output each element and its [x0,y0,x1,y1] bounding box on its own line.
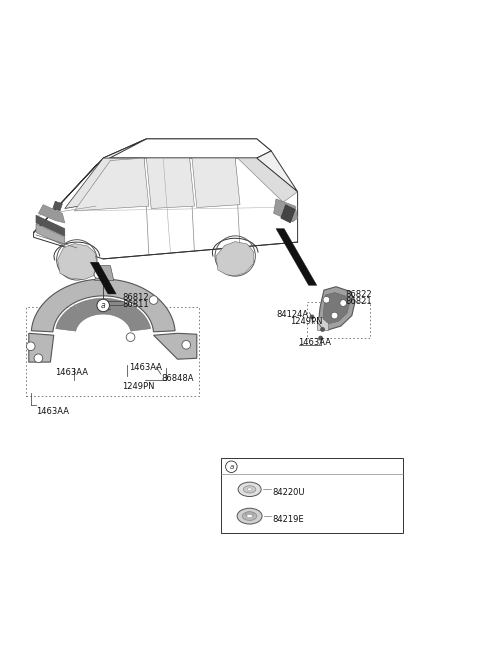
Circle shape [182,340,191,349]
Circle shape [320,327,325,332]
Polygon shape [34,158,298,259]
Ellipse shape [238,482,261,497]
Text: 1249PN: 1249PN [290,317,323,326]
Polygon shape [154,333,197,359]
Text: a: a [229,464,233,470]
Text: 86812: 86812 [122,293,149,302]
Polygon shape [103,139,271,158]
Circle shape [318,336,323,340]
Circle shape [331,312,338,319]
Polygon shape [103,139,271,158]
Polygon shape [56,298,151,331]
Text: 1463AA: 1463AA [129,363,162,373]
Polygon shape [95,265,114,281]
Polygon shape [36,215,65,237]
Polygon shape [58,244,97,279]
Polygon shape [274,199,298,222]
Text: 1463AA: 1463AA [299,338,332,348]
Ellipse shape [237,509,262,524]
Circle shape [97,299,109,311]
Text: 86848A: 86848A [162,374,194,383]
Text: 1463AA: 1463AA [36,407,69,416]
Ellipse shape [247,514,252,518]
Text: 1249PN: 1249PN [122,382,155,391]
Circle shape [340,300,347,306]
Text: 84219E: 84219E [273,514,304,524]
Polygon shape [53,201,62,211]
Circle shape [26,342,35,351]
Ellipse shape [245,511,254,517]
Polygon shape [36,224,65,246]
Polygon shape [146,158,194,208]
Text: 84124A: 84124A [276,309,308,319]
Polygon shape [317,317,328,330]
Circle shape [226,461,237,472]
Bar [221,458,403,533]
Polygon shape [192,158,240,208]
Polygon shape [257,151,298,192]
Text: 86811: 86811 [122,300,149,309]
Polygon shape [29,333,54,362]
Polygon shape [65,158,144,208]
Ellipse shape [247,488,252,491]
Circle shape [310,315,314,319]
Polygon shape [38,205,65,223]
Polygon shape [216,242,253,276]
Text: 1463AA: 1463AA [55,368,88,377]
Polygon shape [238,158,298,202]
Text: 84220U: 84220U [273,488,305,497]
Circle shape [34,354,43,363]
Ellipse shape [243,486,256,493]
Polygon shape [90,262,116,294]
Circle shape [94,270,103,279]
Text: a: a [101,301,106,310]
Polygon shape [323,292,349,324]
Text: 86822: 86822 [346,290,372,300]
Polygon shape [74,158,149,211]
Ellipse shape [242,512,257,520]
Circle shape [323,296,330,303]
Polygon shape [318,286,355,330]
Circle shape [149,296,158,304]
Polygon shape [34,139,146,233]
Polygon shape [281,205,295,223]
Circle shape [126,333,135,342]
Polygon shape [276,229,317,285]
Text: 86821: 86821 [346,297,372,306]
Polygon shape [31,279,175,332]
